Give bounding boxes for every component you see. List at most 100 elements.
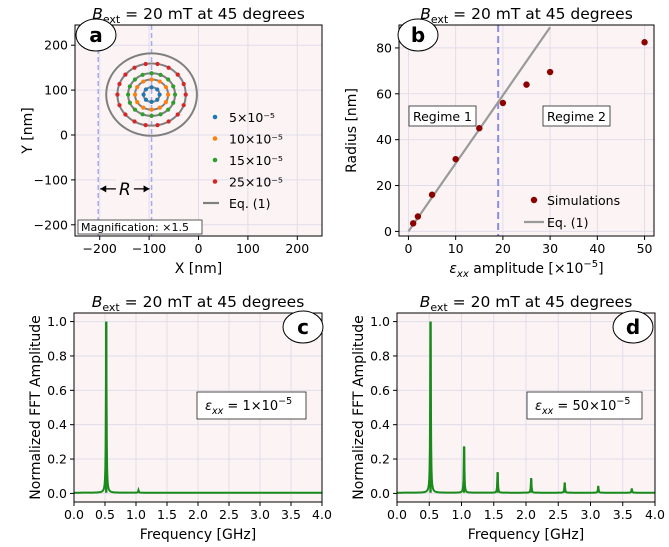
y-tick-label: 0.6 <box>370 383 390 398</box>
fft-spectrum-line <box>74 321 322 494</box>
r-arrow-head-right <box>143 185 150 193</box>
x-tick-label: 30 <box>542 241 558 256</box>
eq-circle <box>105 52 198 137</box>
x-tick-label: 20 <box>495 241 511 256</box>
x-tick-label: 0.5 <box>419 507 439 522</box>
y-tick-label: 60 <box>376 86 392 101</box>
y-tick-label: 0.0 <box>47 486 67 501</box>
magnification-text: Magnification: ×1.5 <box>81 221 189 234</box>
y-tick-label: −200 <box>34 217 68 232</box>
legend-marker <box>212 179 218 184</box>
data-point <box>166 107 171 112</box>
fft-spectrum-line <box>397 321 655 494</box>
x-tick-label: 1.5 <box>484 507 504 522</box>
data-point <box>143 97 149 102</box>
x-tick-label: 0 <box>404 241 412 256</box>
data-point <box>123 112 128 117</box>
x-tick-label: 0.0 <box>64 507 84 522</box>
y-tick-label: 0.2 <box>47 452 67 467</box>
data-point <box>181 81 186 87</box>
data-point <box>123 72 128 77</box>
simulation-point <box>428 191 436 198</box>
r-label: R <box>119 180 131 200</box>
data-point <box>158 72 163 77</box>
data-point <box>157 79 162 84</box>
data-point <box>149 107 154 112</box>
y-tick-label: 0 <box>384 224 392 239</box>
epsilon-box <box>196 391 307 420</box>
data-point <box>155 123 160 128</box>
x-axis-label: εxx amplitude [×10−5] <box>449 259 603 280</box>
y-tick-label: 0.6 <box>47 383 67 398</box>
x-tick-label: 4.0 <box>312 507 332 522</box>
data-point <box>141 105 146 110</box>
legend-label: 25×10⁻⁵ <box>229 175 283 190</box>
y-tick-label: 0.4 <box>370 417 390 432</box>
data-point <box>143 61 148 67</box>
y-tick-label: 0.2 <box>370 452 390 467</box>
x-tick-label: 0 <box>195 241 203 256</box>
data-point <box>127 100 132 105</box>
data-point <box>127 84 132 89</box>
x-tick-label: 0.0 <box>387 507 407 522</box>
y-tick-label: 0.0 <box>370 486 390 501</box>
data-point <box>181 103 186 108</box>
data-point <box>132 65 137 70</box>
data-point <box>157 105 162 110</box>
epsilon-box <box>526 391 643 420</box>
legend-marker <box>212 136 218 141</box>
panel-label: c <box>297 315 309 339</box>
legend-marker <box>212 114 218 120</box>
x-tick-label: 2.0 <box>188 507 208 522</box>
data-point <box>117 103 122 108</box>
regime-1-label: Regime 1 <box>413 109 472 124</box>
panel-a: −200 −100 0 100 200 −200 −100 0 100 200 Bext = 20 … <box>20 5 323 277</box>
x-tick-label: 40 <box>589 241 605 256</box>
panel-label: b <box>411 23 425 47</box>
x-tick-label: 2.0 <box>516 507 536 522</box>
data-point <box>155 87 160 92</box>
legend-label: 5×10⁻⁵ <box>229 110 275 125</box>
x-axis-label: X [nm] <box>175 261 222 277</box>
legend-label: Eq. (1) <box>547 215 589 230</box>
chart-title: Bext = 20 mT at 45 degrees <box>92 293 305 314</box>
data-point <box>132 107 138 112</box>
panel-label-circle <box>75 18 117 52</box>
data-point <box>135 84 140 90</box>
data-point <box>143 87 149 92</box>
x-tick-label: 3.0 <box>581 507 601 522</box>
data-point <box>132 119 137 124</box>
simulation-point <box>452 155 459 163</box>
data-point <box>166 65 171 70</box>
data-point <box>149 71 154 76</box>
data-point <box>117 81 122 87</box>
simulation-point <box>641 39 648 46</box>
data-point <box>149 77 154 82</box>
panel-label-circle <box>282 310 324 344</box>
simulation-point <box>499 99 507 107</box>
data-point <box>183 92 188 97</box>
y-tick-label: 80 <box>376 40 392 55</box>
y-tick-label: 200 <box>44 38 68 53</box>
x-tick-label: 2.5 <box>548 507 568 522</box>
data-point <box>166 119 171 124</box>
panel-label-circle <box>612 310 654 344</box>
x-tick-label: 2.5 <box>219 507 239 522</box>
r-arrow-head-left <box>100 185 107 193</box>
x-tick-label: 3.5 <box>613 507 633 522</box>
simulation-point <box>409 220 417 227</box>
x-tick-label: −100 <box>132 241 166 256</box>
x-tick-label: 0.5 <box>95 507 115 522</box>
epsilon-label: εxx = 1×10−5 <box>205 396 292 417</box>
x-tick-label: 1.0 <box>126 507 146 522</box>
legend-marker <box>530 196 538 204</box>
data-point <box>171 84 176 89</box>
axes-frame <box>73 312 323 503</box>
data-point <box>125 92 131 97</box>
y-axis-label: Normalized FFT Amplitude <box>28 315 44 499</box>
panel-c: 0.0 0.5 1.0 1.5 2.0 2.5 3.0 3.5 4.0 0.0 0.2 0.4 0.6 0… <box>28 293 332 543</box>
axes-frame <box>396 312 656 503</box>
y-tick-label: 20 <box>376 178 392 193</box>
x-tick-label: 1.5 <box>157 507 177 522</box>
simulation-point <box>546 68 554 76</box>
